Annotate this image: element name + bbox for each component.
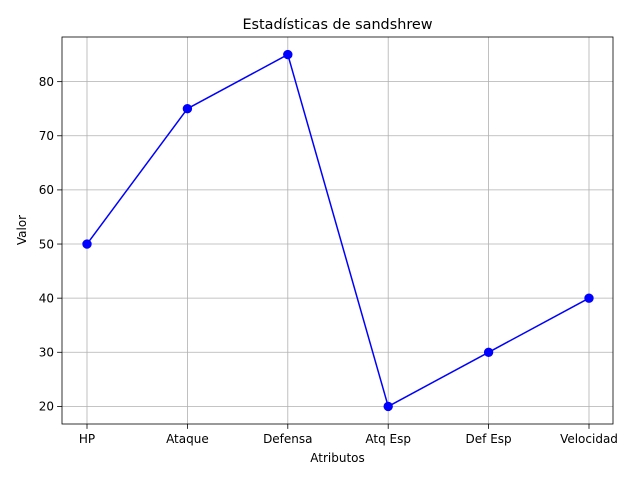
axes [57,36,614,429]
series-line [85,53,591,408]
x-tick-label: Atq Esp [365,432,411,446]
grid-lines [62,37,613,424]
y-tick-label: 20 [39,400,54,414]
data-point [82,239,92,249]
y-tick-label: 40 [39,291,54,305]
data-point [182,104,193,114]
y-tick-label: 80 [39,75,54,89]
x-axis-label: Atributos [310,451,365,465]
data-series [82,49,594,412]
data-point [383,401,393,412]
data-point [483,347,494,357]
x-tick-label: Ataque [166,432,209,446]
x-tick-label: Velocidad [560,432,618,446]
y-tick-label: 60 [39,183,54,197]
y-tick-label: 30 [39,346,54,360]
x-tick-label: Defensa [263,432,312,446]
y-tick-label: 70 [39,129,54,143]
tick-labels: HP Ataque Defensa Atq Esp Def Esp Velocidad 20… [39,75,618,446]
data-point [584,293,594,303]
y-axis-label: Valor [15,215,29,245]
x-tick-label: Def Esp [466,432,512,446]
data-point [283,49,293,60]
y-tick-label: 50 [39,237,54,251]
plot-frame [61,36,614,425]
chart-title: Estadísticas de sandshrew [242,17,432,33]
x-tick-label: HP [79,432,95,446]
